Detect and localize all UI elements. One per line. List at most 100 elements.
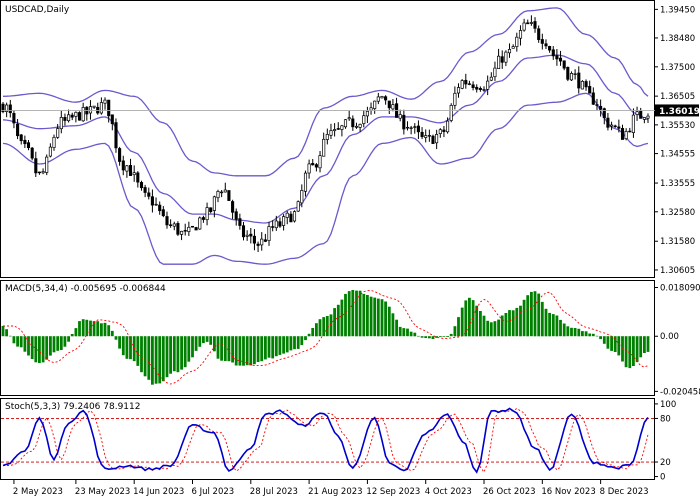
macd-bar	[464, 300, 468, 337]
price-ytick-label: 1.34555	[660, 150, 695, 160]
candle	[216, 189, 220, 203]
candle	[482, 86, 486, 92]
macd-bar	[282, 336, 285, 354]
macd-bar	[89, 320, 92, 337]
macd-bar	[417, 335, 420, 337]
candle	[365, 106, 369, 123]
macd-bar	[551, 314, 555, 337]
macd-bar	[380, 299, 384, 337]
candle	[23, 135, 27, 148]
candle	[12, 110, 16, 129]
macd-bar	[41, 336, 45, 363]
macd-bar	[78, 321, 81, 337]
candle	[449, 103, 453, 123]
candle	[118, 146, 122, 166]
macd-bar	[205, 336, 209, 342]
candle	[201, 215, 205, 223]
price-ytick-label: 1.36505	[660, 92, 695, 102]
macd-bar	[570, 327, 573, 337]
stoch-ytick-label: 100	[660, 400, 676, 410]
candle	[515, 32, 519, 52]
candle	[1, 102, 5, 114]
date-tick-label: 23 May 2023	[75, 487, 130, 497]
macd-bar	[30, 336, 34, 359]
macd-bar	[500, 315, 504, 337]
macd-bar	[515, 307, 519, 337]
macd-bar	[333, 308, 336, 337]
stoch-ytick-label: 0	[660, 473, 665, 483]
macd-bar	[231, 336, 234, 363]
candle	[165, 211, 169, 229]
macd-bar	[311, 328, 315, 337]
candle	[573, 69, 577, 80]
candle	[194, 226, 198, 231]
macd-bar	[238, 336, 242, 366]
candle	[522, 18, 526, 32]
candle	[384, 95, 388, 105]
macd-bar	[253, 336, 256, 365]
candle	[380, 95, 384, 99]
macd-bar	[274, 336, 278, 357]
candle	[628, 127, 632, 133]
candle	[507, 43, 512, 58]
macd-bar	[285, 336, 289, 353]
price-ytick-label: 1.30605	[660, 266, 695, 276]
candle	[402, 109, 406, 135]
candle	[478, 86, 482, 92]
macd-bar	[92, 321, 96, 337]
macd-bar	[329, 314, 333, 337]
price-panel-frame	[0, 0, 655, 278]
candle	[369, 102, 373, 115]
macd-ytick-label: 0.018090	[660, 283, 700, 293]
candle	[114, 118, 118, 153]
candle	[205, 202, 209, 226]
macd-bar	[176, 336, 180, 373]
macd-bar	[446, 336, 449, 337]
macd-bar	[402, 328, 406, 337]
macd-bar	[202, 336, 205, 344]
macd-bar	[358, 290, 362, 337]
candle	[537, 25, 541, 43]
candle	[325, 128, 329, 145]
candle	[631, 108, 635, 138]
candle	[88, 100, 93, 120]
candle	[551, 46, 555, 60]
candle	[416, 120, 420, 139]
macd-bar	[384, 301, 387, 337]
macd-bar	[442, 336, 446, 337]
macd-bar	[143, 336, 147, 377]
candle	[387, 100, 391, 114]
candle	[67, 109, 71, 123]
candle	[504, 50, 508, 67]
macd-bar	[606, 336, 610, 349]
macd-bar	[526, 295, 530, 337]
macd-bar	[519, 305, 522, 337]
macd-bar	[151, 336, 154, 385]
macd-bar	[45, 336, 49, 360]
stoch-main-line	[2, 407, 649, 474]
candle	[77, 111, 82, 121]
candle	[139, 180, 144, 191]
macd-bar	[16, 336, 19, 347]
candle	[580, 80, 584, 90]
candle	[376, 92, 380, 105]
macd-bar	[435, 336, 438, 338]
macd-bar	[147, 336, 151, 380]
candle	[453, 86, 457, 110]
candle	[103, 97, 107, 110]
macd-bar	[223, 336, 227, 361]
candle	[591, 87, 595, 105]
macd-bar	[624, 336, 628, 368]
candle	[620, 124, 625, 140]
macd-bar	[264, 336, 267, 360]
candle	[613, 124, 617, 128]
macd-bar	[646, 336, 650, 352]
candle	[48, 143, 52, 158]
candle	[249, 228, 253, 244]
macd-bar	[347, 291, 351, 337]
candle	[475, 84, 479, 93]
candle	[584, 79, 588, 91]
macd-bar	[300, 336, 304, 346]
candle	[329, 123, 333, 139]
macd-bar	[296, 336, 300, 349]
